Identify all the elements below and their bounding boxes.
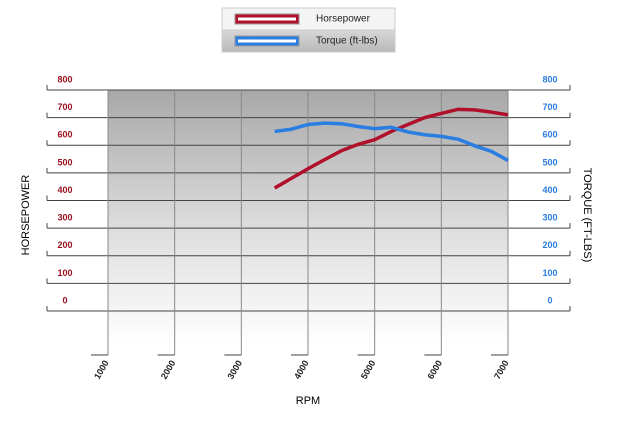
y-tick-label: 800 [57,74,72,84]
y-tick-label: 300 [57,213,72,223]
y-tick-label: 500 [57,157,72,167]
y2-tick-label: 600 [542,130,557,140]
y2-tick-label: 700 [542,102,557,112]
y2-tick-label: 500 [542,157,557,167]
y2-tick-label: 200 [542,240,557,250]
y2-tick-label: 300 [542,213,557,223]
x-tick-label: 5000 [359,359,378,381]
y2-tick-label: 100 [542,268,557,278]
series-line [273,107,509,190]
y2-axis-label: TORQUE (FT-LBS) [581,168,593,263]
y2-tick-label: 0 [547,295,552,305]
y-tick-label: 0 [62,295,67,305]
y2-tick-label: 800 [542,74,557,84]
x-tick-label: 1000 [92,359,111,381]
legend-swatch-inner [238,39,296,43]
y-tick-label: 700 [57,102,72,112]
x-tick-label: 6000 [425,359,444,381]
legend-swatch-inner [238,17,296,21]
series-line [274,121,509,162]
y-tick-label: 100 [57,268,72,278]
y-tick-label: 400 [57,185,72,195]
legend-label: Horsepower [316,14,371,25]
y-tick-label: 600 [57,130,72,140]
x-tick-label: 3000 [225,359,244,381]
x-axis-label: RPM [296,395,320,407]
x-tick-label: 4000 [292,359,311,381]
legend-label: Torque (ft-lbs) [316,36,378,47]
y-axis-label: HORSEPOWER [20,175,32,256]
y-tick-label: 200 [57,240,72,250]
x-tick-label: 7000 [492,359,511,381]
y2-tick-label: 400 [542,185,557,195]
x-tick-label: 2000 [159,359,178,381]
